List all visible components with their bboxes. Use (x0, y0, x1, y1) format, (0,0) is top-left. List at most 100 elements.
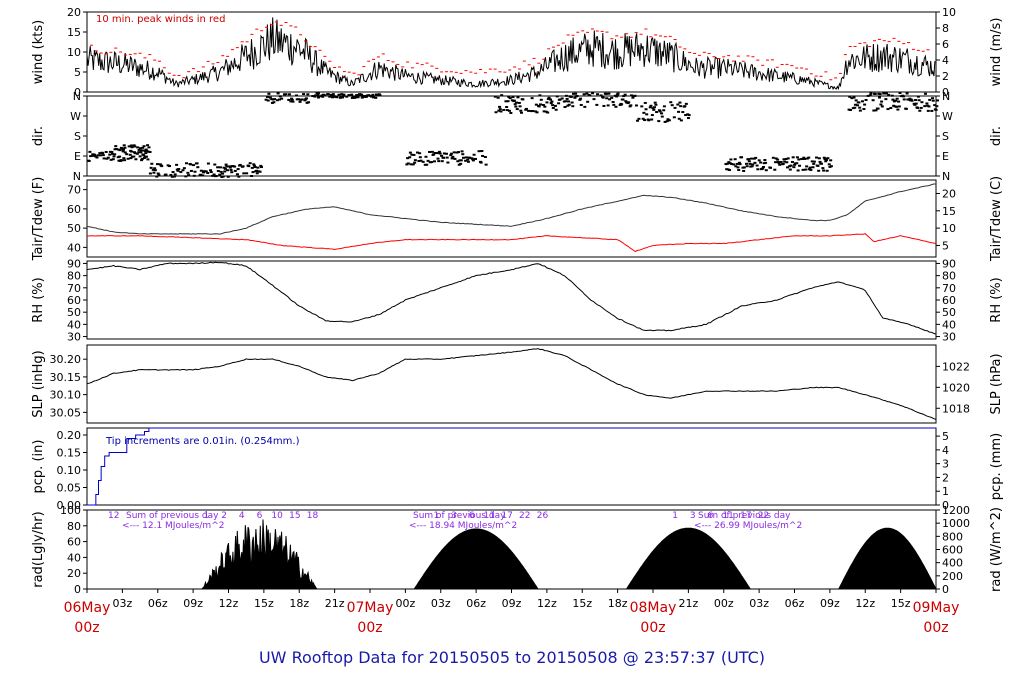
wind-dir-point (761, 167, 765, 170)
wind-dir-point (643, 119, 647, 122)
wind-dir-point (211, 174, 215, 177)
wind-dir-point (652, 108, 656, 111)
wind-dir-point (189, 163, 193, 166)
wind-dir-point (158, 163, 162, 166)
wind-dir-point (902, 98, 906, 101)
wind-dir-point (854, 99, 858, 102)
wind-dir-point (863, 103, 867, 106)
wind-dir-point (168, 165, 172, 168)
wind-dir-point (856, 104, 860, 107)
wind-dir-point (665, 120, 669, 123)
wind-dir-point (764, 169, 768, 172)
wind-dir-point (347, 94, 351, 97)
wind-dir-point (877, 96, 881, 99)
wind-dir-point (773, 161, 777, 164)
wind-dir-point (894, 105, 898, 108)
wind-dir-point (316, 94, 320, 97)
wind-dir-point (862, 108, 866, 111)
wind-dir-point (437, 160, 441, 163)
wind-dir-point (226, 169, 230, 172)
wind-dir-point (209, 171, 213, 174)
wind-dir-point (537, 105, 541, 108)
wind-dir-point (151, 168, 155, 171)
wind-dir-point (809, 168, 813, 171)
wind-dir-point (736, 166, 740, 169)
wind-dir-point (474, 157, 478, 160)
wind-dir-point (686, 117, 690, 120)
wind-dir-point (602, 104, 606, 107)
wind-dir-point (290, 98, 294, 101)
wind-dir-point (750, 165, 754, 168)
wind-dir-point (884, 98, 888, 101)
ytick-right-label-temp: 20 (942, 187, 956, 200)
wind-dir-point (199, 173, 203, 176)
wind-dir-point (421, 160, 425, 163)
wind-dir-point (201, 171, 205, 174)
wind-dir-point (218, 173, 222, 176)
wind-dir-point (542, 110, 546, 113)
wind-dir-point (882, 92, 886, 95)
rad-hour-mark: 26 (537, 511, 549, 521)
wind-dir-point (133, 145, 137, 148)
wind-dir-point (295, 94, 299, 97)
wind-dir-point (148, 151, 152, 154)
wind-dir-point (134, 158, 138, 161)
ytick-right-label-slp: 1018 (942, 402, 970, 415)
wind-dir-point (850, 97, 854, 100)
wind-dir-point (538, 94, 542, 97)
wind-dir-point (779, 160, 783, 163)
wind-dir-point (795, 162, 799, 165)
wind-dir-point (365, 95, 369, 98)
ytick-label-slp: 30.05 (50, 406, 82, 419)
wind-dir-point (798, 164, 802, 167)
wind-dir-point (732, 163, 736, 166)
rad-hour-mark: 15 (289, 511, 300, 521)
wind-dir-point (156, 172, 160, 175)
ytick-right-label-rh: 40 (942, 318, 956, 331)
wind-dir-point (345, 95, 349, 98)
ytick-right-label-pcp: 2 (942, 471, 949, 484)
wind-dir-point (569, 95, 573, 98)
rad-hour-mark: 3 (451, 511, 457, 521)
wind-dir-point (857, 101, 861, 104)
ytick-right-label-dir: E (942, 150, 949, 163)
wind-dir-point (93, 154, 97, 157)
wind-dir-point (229, 168, 233, 171)
ytick-right-label-rad: 200 (942, 570, 963, 583)
wind-dir-point (172, 175, 176, 178)
wind-dir-point (452, 151, 456, 154)
wind-dir-point (754, 156, 758, 159)
wind-dir-point (122, 157, 126, 160)
wind-dir-point (493, 95, 497, 98)
wind-dir-point (546, 97, 550, 100)
ytick-label-temp: 50 (67, 222, 81, 235)
ylabel-right-slp: SLP (hPa) (989, 353, 1004, 414)
wind-dir-point (123, 151, 127, 154)
ytick-label-temp: 70 (67, 184, 81, 197)
wind-dir-point (822, 169, 826, 172)
ytick-right-label-dir: N (942, 90, 950, 103)
wind-dir-point (786, 157, 790, 160)
wind-dir-point (755, 164, 759, 167)
wind-dir-point (551, 106, 555, 109)
wind-dir-point (802, 157, 806, 160)
wind-dir-point (666, 118, 670, 121)
rad-hour-mark: 6 (257, 511, 263, 521)
wind-dir-point (125, 153, 129, 156)
ytick-right-label-rh: 50 (942, 306, 956, 319)
wind-dir-point (98, 152, 102, 155)
wind-dir-point (681, 111, 685, 114)
wind-dir-point (795, 156, 799, 159)
wind-dir-point (763, 158, 767, 161)
wind-dir-point (87, 159, 91, 162)
wind-dir-point (879, 103, 883, 106)
ytick-label-pcp: 0.10 (57, 464, 82, 477)
wind-dir-point (805, 165, 809, 168)
wind-dir-point (225, 165, 229, 168)
wind-dir-point (265, 95, 269, 98)
wind-dir-point (224, 163, 228, 166)
wind-dir-point (564, 94, 568, 97)
wind-dir-point (604, 92, 608, 95)
wind-dir-point (360, 96, 364, 99)
